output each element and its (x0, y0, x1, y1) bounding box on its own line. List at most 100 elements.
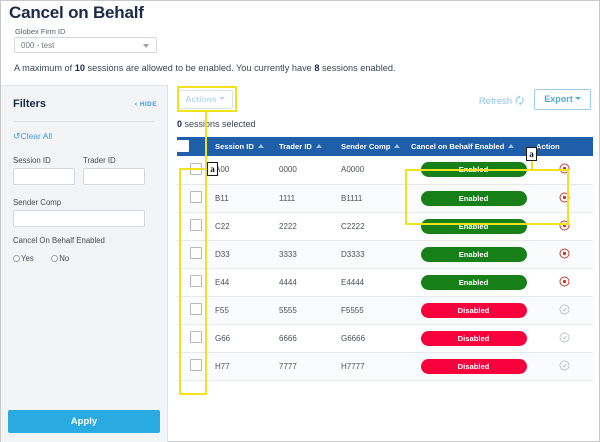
cell-trader-id: 2222 (279, 212, 341, 241)
column-header-session-id[interactable]: Session ID (215, 137, 279, 156)
cell-action[interactable] (536, 212, 593, 241)
globex-firm-id-value: 000 - test (21, 41, 55, 50)
column-header-trader-id[interactable]: Trader ID (279, 137, 341, 156)
status-badge[interactable]: Disabled (420, 302, 527, 318)
radio-no-label: No (59, 254, 70, 263)
globex-firm-id-label: Globex Firm ID (15, 27, 66, 36)
status-badge[interactable]: Enabled (420, 246, 527, 262)
cob-enabled-label: Cancel On Behalf Enabled (13, 236, 105, 245)
chevron-down-icon (218, 97, 225, 100)
row-select-cell[interactable] (177, 212, 215, 241)
status-badge[interactable]: Disabled (420, 330, 527, 346)
refresh-button[interactable]: Refresh 🗘 (479, 94, 524, 111)
row-select-cell[interactable] (177, 184, 215, 213)
filters-divider (13, 121, 155, 122)
cell-action[interactable] (536, 156, 593, 185)
filters-title: Filters (13, 98, 47, 110)
clear-all-label: Clear All (20, 131, 53, 141)
globex-firm-id-select[interactable]: 000 - test (14, 37, 157, 53)
apply-button[interactable]: Apply (8, 410, 160, 433)
row-checkbox[interactable] (190, 219, 202, 231)
status-badge[interactable]: Enabled (420, 274, 527, 290)
column-header-action: Action (536, 137, 593, 156)
row-checkbox[interactable] (190, 303, 202, 315)
actions-button[interactable]: Actions (177, 90, 233, 109)
table-header: Session ID Trader ID Sender Comp Cancel … (177, 137, 593, 156)
cell-session-id: G66 (215, 324, 279, 353)
table-header-row: Session ID Trader ID Sender Comp Cancel … (177, 137, 593, 156)
cell-action[interactable] (536, 352, 593, 381)
column-label: Cancel on Behalf Enabled (411, 142, 505, 151)
status-badge[interactable]: Enabled (420, 190, 527, 206)
banner-enabled-count: 8 (314, 63, 320, 73)
radio-no[interactable]: No (51, 254, 69, 263)
cell-sender-comp: F5555 (341, 296, 411, 325)
row-checkbox[interactable] (190, 191, 202, 203)
status-badge[interactable]: Enabled (420, 218, 527, 234)
chevron-down-icon (574, 97, 581, 100)
table-row: B11 1111 B1111 Enabled (177, 184, 593, 213)
cell-trader-id: 3333 (279, 240, 341, 269)
row-select-cell[interactable] (177, 268, 215, 297)
row-checkbox[interactable] (190, 247, 202, 259)
cell-action[interactable] (536, 268, 593, 297)
cancel-circle-icon[interactable] (559, 163, 570, 174)
select-all-header[interactable] (177, 137, 215, 156)
selected-sessions-count: 0 sessions selected (177, 119, 256, 129)
sender-comp-input[interactable] (13, 210, 145, 227)
trader-id-input[interactable] (83, 168, 145, 185)
cell-sender-comp: C2222 (341, 212, 411, 241)
cell-sender-comp: D3333 (341, 240, 411, 269)
column-label: Session ID (215, 142, 254, 151)
check-circle-icon[interactable] (559, 332, 570, 343)
filters-panel: Filters ‹ HIDE ↺Clear All Session ID Tra… (1, 85, 168, 442)
clear-all-link[interactable]: ↺Clear All (13, 131, 52, 142)
row-checkbox[interactable] (190, 331, 202, 343)
cell-trader-id: 1111 (279, 184, 341, 213)
hide-filters-link[interactable]: ‹ HIDE (135, 101, 157, 108)
table-row: D33 3333 D3333 Enabled (177, 240, 593, 269)
cell-action[interactable] (536, 324, 593, 353)
row-checkbox[interactable] (190, 275, 202, 287)
cancel-circle-icon[interactable] (559, 191, 570, 203)
session-limit-banner: A maximum of 10 sessions are allowed to … (14, 63, 396, 73)
export-button[interactable]: Export (534, 89, 591, 110)
row-select-cell[interactable] (177, 156, 215, 185)
cell-sender-comp: H7777 (341, 352, 411, 381)
cell-sender-comp: G6666 (341, 324, 411, 353)
hide-filters-label: HIDE (139, 101, 157, 108)
sessions-table: Session ID Trader ID Sender Comp Cancel … (177, 137, 593, 381)
row-select-cell[interactable] (177, 352, 215, 381)
status-badge[interactable]: Disabled (420, 358, 527, 374)
cell-session-id: H77 (215, 352, 279, 381)
column-header-sender-comp[interactable]: Sender Comp (341, 137, 411, 156)
cancel-circle-icon[interactable] (559, 275, 570, 287)
row-select-cell[interactable] (177, 240, 215, 269)
cell-action[interactable] (536, 240, 593, 269)
cell-sender-comp: A0000 (341, 156, 411, 185)
radio-yes-label: Yes (21, 254, 34, 263)
session-id-input[interactable] (13, 168, 75, 185)
column-header-cancel-on-behalf-enabled[interactable]: Cancel on Behalf Enabled (411, 137, 536, 156)
row-select-cell[interactable] (177, 324, 215, 353)
cancel-circle-icon[interactable] (559, 247, 570, 259)
status-badge[interactable]: Enabled (420, 162, 527, 178)
cell-cancel-on-behalf-enabled: Enabled (411, 240, 536, 269)
chevron-down-icon (143, 44, 149, 48)
radio-yes[interactable]: Yes (13, 254, 34, 263)
check-circle-icon[interactable] (559, 304, 570, 315)
cell-sender-comp: B1111 (341, 184, 411, 213)
cell-cancel-on-behalf-enabled: Enabled (411, 156, 536, 185)
cell-action[interactable] (536, 296, 593, 325)
cell-action[interactable] (536, 184, 593, 213)
select-all-checkbox[interactable] (177, 139, 189, 152)
banner-text-post: sessions enabled. (319, 63, 396, 73)
cancel-circle-icon[interactable] (559, 219, 570, 231)
row-select-cell[interactable] (177, 296, 215, 325)
sort-ascending-icon (257, 144, 264, 148)
row-checkbox[interactable] (190, 359, 202, 371)
check-circle-icon[interactable] (559, 360, 570, 371)
annotation-tag-a-left: a (207, 162, 218, 176)
row-checkbox[interactable] (190, 162, 202, 175)
